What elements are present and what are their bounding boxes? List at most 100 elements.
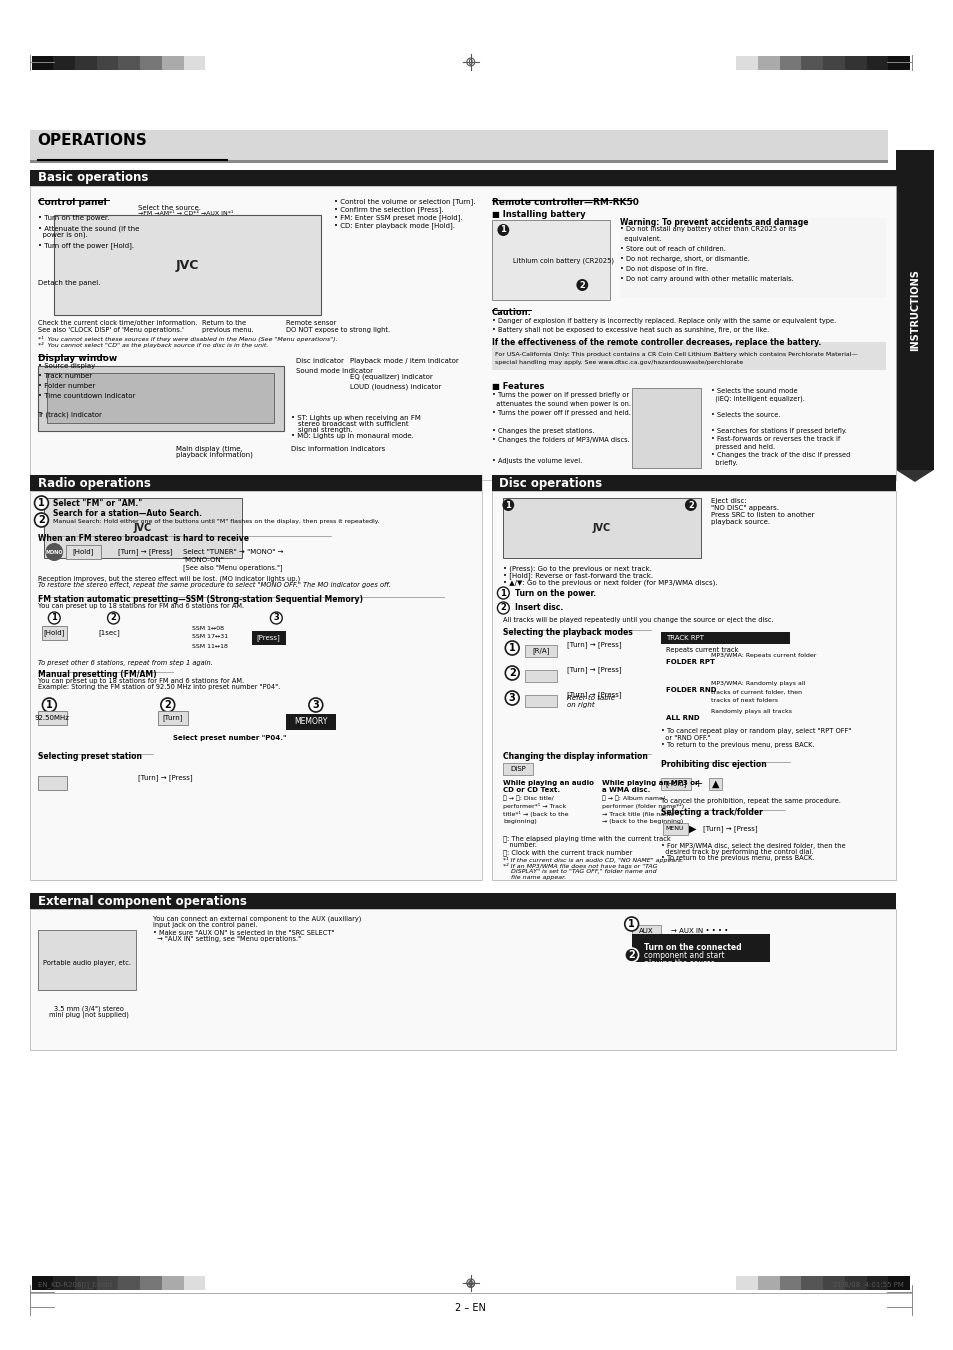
Circle shape <box>497 224 509 236</box>
Bar <box>30 170 895 186</box>
Text: • Changes the track of the disc if pressed: • Changes the track of the disc if press… <box>710 452 849 458</box>
Bar <box>162 55 183 70</box>
Text: Ⓑ: Clock with the current track number: Ⓑ: Clock with the current track number <box>503 849 632 856</box>
Text: or "RND OFF.": or "RND OFF." <box>660 734 710 741</box>
Text: • Do not dispose of in fire.: • Do not dispose of in fire. <box>619 266 707 271</box>
Text: playback source.: playback source. <box>710 518 769 525</box>
Text: • ST: Lights up when receiving an FM: • ST: Lights up when receiving an FM <box>291 414 420 421</box>
Text: Disc information indicators: Disc information indicators <box>291 446 385 452</box>
Circle shape <box>309 698 322 711</box>
Text: You can preset up to 18 stations for FM and 6 stations for AM.: You can preset up to 18 stations for FM … <box>37 603 243 609</box>
Text: special handling may apply. See www.dtsc.ca.gov/hazardouswaste/perchlorate: special handling may apply. See www.dtsc… <box>495 360 742 365</box>
Text: Disc indicator: Disc indicator <box>295 358 344 364</box>
Text: 92.50MHz: 92.50MHz <box>35 716 70 721</box>
Bar <box>865 55 887 70</box>
Bar <box>75 55 96 70</box>
Text: on right: on right <box>567 702 595 709</box>
Text: → AUX IN • • • •: → AUX IN • • • • <box>670 927 727 934</box>
Text: [Turn] → [Press]: [Turn] → [Press] <box>567 641 621 648</box>
Text: 1: 1 <box>51 613 57 622</box>
Bar <box>31 1276 53 1291</box>
Text: Control panel: Control panel <box>37 198 106 207</box>
Bar <box>779 1276 801 1291</box>
Text: Sound mode indicator: Sound mode indicator <box>295 369 373 374</box>
Circle shape <box>108 612 119 624</box>
Text: Randomly plays all tracks: Randomly plays all tracks <box>710 710 791 714</box>
Text: SSM 11↔18: SSM 11↔18 <box>193 644 228 648</box>
Text: [Turn] → [Press]: [Turn] → [Press] <box>118 548 172 555</box>
Bar <box>183 1276 205 1291</box>
Text: External component operations: External component operations <box>37 895 246 907</box>
Bar <box>844 1276 865 1291</box>
Text: Ⓐ → Ⓑ: Disc title/: Ⓐ → Ⓑ: Disc title/ <box>503 795 554 801</box>
Text: performer (folder name*²): performer (folder name*²) <box>601 803 683 809</box>
Text: MP3/WMA: Repeats current folder: MP3/WMA: Repeats current folder <box>710 653 815 659</box>
Circle shape <box>34 495 49 510</box>
Circle shape <box>34 513 49 526</box>
Bar <box>822 55 844 70</box>
Text: 2: 2 <box>687 501 693 509</box>
Bar <box>865 1276 887 1291</box>
Text: AUX: AUX <box>639 927 653 934</box>
Text: 1: 1 <box>500 589 506 598</box>
Text: 2: 2 <box>578 281 584 289</box>
Text: • Confirm the selection [Press].: • Confirm the selection [Press]. <box>334 207 442 213</box>
Bar <box>491 220 609 300</box>
Circle shape <box>497 602 509 614</box>
Bar <box>37 930 136 990</box>
Text: 2: 2 <box>38 514 45 525</box>
Text: "MONO-ON": "MONO-ON" <box>182 558 224 563</box>
Text: • Control the volume or selection [Turn].: • Control the volume or selection [Turn]… <box>334 198 475 205</box>
Text: Selecting preset station: Selecting preset station <box>37 752 141 761</box>
Text: Radio operations: Radio operations <box>37 477 151 490</box>
Text: Disc operations: Disc operations <box>498 477 602 490</box>
Text: While playing an audio: While playing an audio <box>503 780 594 786</box>
Text: playing the source.: playing the source. <box>644 960 718 968</box>
Text: ⊕: ⊕ <box>466 1280 475 1291</box>
Text: performer*¹ → Track: performer*¹ → Track <box>503 803 566 809</box>
Text: For USA-California Only: This product contains a CR Coin Cell Lithium Battery wh: For USA-California Only: This product co… <box>495 352 858 356</box>
Text: You can connect an external component to the AUX (auxiliary): You can connect an external component to… <box>152 917 361 922</box>
Polygon shape <box>895 470 933 482</box>
Text: • CD: Enter playback mode [Hold].: • CD: Enter playback mode [Hold]. <box>334 221 455 228</box>
Bar <box>736 1276 758 1291</box>
Text: MENU: MENU <box>665 826 683 832</box>
Bar <box>758 1276 779 1291</box>
Text: Portable audio player, etc.: Portable audio player, etc. <box>43 960 131 967</box>
Text: MEMORY: MEMORY <box>294 717 327 726</box>
Text: • Folder number: • Folder number <box>37 383 94 389</box>
Text: Return to the: Return to the <box>202 320 246 325</box>
Bar <box>491 475 895 491</box>
Text: [Turn] → [Press]: [Turn] → [Press] <box>567 691 621 698</box>
Text: [Hold]: [Hold] <box>664 780 686 787</box>
Text: Tr (track) indicator: Tr (track) indicator <box>37 412 102 418</box>
Text: *¹  You cannot select these sources if they were disabled in the Menu (See "Menu: *¹ You cannot select these sources if th… <box>37 336 336 342</box>
Text: JVC: JVC <box>133 522 152 533</box>
Bar <box>491 342 885 370</box>
Text: Prohibiting disc ejection: Prohibiting disc ejection <box>660 760 766 770</box>
Text: mini plug (not supplied): mini plug (not supplied) <box>49 1011 129 1018</box>
Text: [Turn] → [Press]: [Turn] → [Press] <box>138 775 193 782</box>
Text: Detach the panel.: Detach the panel. <box>37 279 100 286</box>
Text: *¹ If the current disc is an audio CD, "NO NAME" appears.: *¹ If the current disc is an audio CD, "… <box>503 857 682 863</box>
Bar <box>503 763 533 775</box>
Text: Display window: Display window <box>37 354 116 363</box>
Bar <box>140 1276 162 1291</box>
Text: briefly.: briefly. <box>710 460 737 466</box>
Text: 1: 1 <box>38 498 45 508</box>
Text: [See also "Menu operations."]: [See also "Menu operations."] <box>182 564 282 571</box>
Text: [Press]: [Press] <box>256 634 280 641</box>
Text: stereo broadcast with sufficient: stereo broadcast with sufficient <box>297 421 408 427</box>
Bar <box>631 387 700 468</box>
Text: 1: 1 <box>628 919 635 929</box>
Bar <box>118 55 140 70</box>
Text: beginning): beginning) <box>503 819 537 823</box>
Text: • Fast-forwards or reverses the track if: • Fast-forwards or reverses the track if <box>710 436 839 441</box>
Bar <box>96 1276 118 1291</box>
Text: 2: 2 <box>508 668 515 678</box>
Text: Lithium coin battery (CR2025): Lithium coin battery (CR2025) <box>513 258 614 265</box>
Text: JVC: JVC <box>593 522 611 533</box>
Text: DO NOT expose to strong light.: DO NOT expose to strong light. <box>286 327 390 333</box>
Text: To preset other 6 stations, repeat from step 1 again.: To preset other 6 stations, repeat from … <box>37 660 213 666</box>
Circle shape <box>505 641 518 655</box>
